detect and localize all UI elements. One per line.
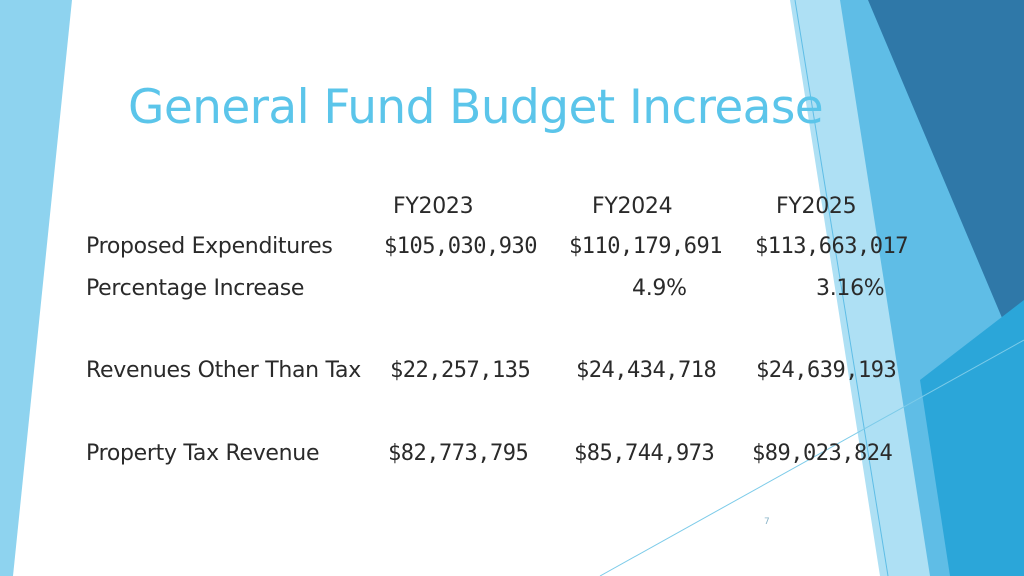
value-fy2025-property-tax-revenue: $89,023,824: [752, 441, 893, 466]
value-fy2024-property-tax-revenue: $85,744,973: [574, 441, 715, 466]
row-label-revenues-other-than-tax: Revenues Other Than Tax: [86, 358, 361, 383]
slide-title: General Fund Budget Increase: [128, 80, 824, 135]
page-number: 7: [764, 517, 770, 527]
left-wedge-shape: [0, 0, 72, 576]
row-label-proposed-expenditures: Proposed Expenditures: [86, 234, 333, 259]
row-label-percentage-increase: Percentage Increase: [86, 276, 305, 301]
header-fy2025: FY2025: [776, 194, 857, 219]
right-panel-dark-top: [868, 0, 1024, 370]
value-fy2024-percentage-increase: 4.9%: [632, 276, 687, 301]
decor-line-2: [599, 339, 1024, 576]
header-fy2024: FY2024: [592, 194, 673, 219]
value-fy2023-revenues-other-than-tax: $22,257,135: [390, 358, 531, 383]
right-panel-bright: [920, 300, 1024, 576]
value-fy2023-property-tax-revenue: $82,773,795: [388, 441, 529, 466]
value-fy2024-proposed-expenditures: $110,179,691: [569, 234, 722, 259]
value-fy2023-proposed-expenditures: $105,030,930: [384, 234, 537, 259]
value-fy2025-proposed-expenditures: $113,663,017: [755, 234, 908, 259]
row-label-property-tax-revenue: Property Tax Revenue: [86, 441, 320, 466]
header-fy2023: FY2023: [393, 194, 474, 219]
value-fy2025-percentage-increase: 3.16%: [816, 276, 885, 301]
decor-line-1: [794, 0, 889, 576]
value-fy2024-revenues-other-than-tax: $24,434,718: [576, 358, 717, 383]
value-fy2025-revenues-other-than-tax: $24,639,193: [756, 358, 897, 383]
